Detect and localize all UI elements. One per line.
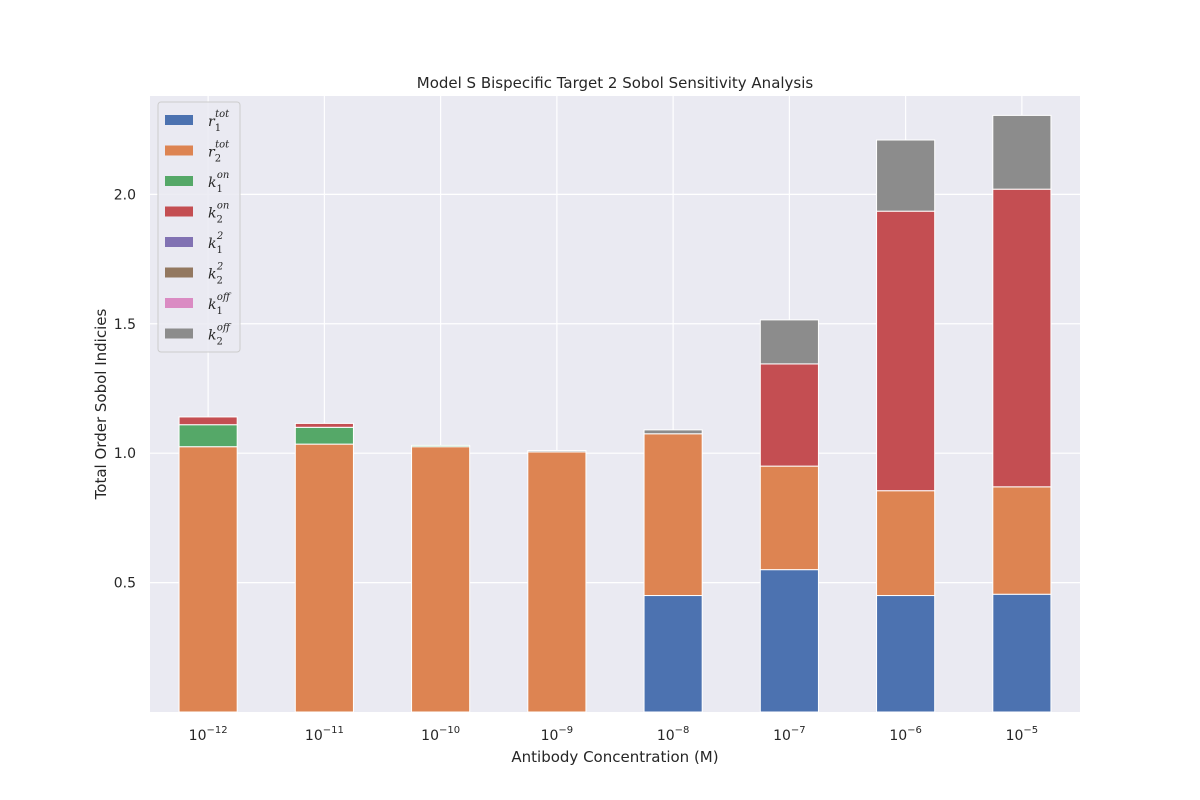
- legend-swatch-r1_tot: [165, 115, 193, 125]
- x-tick-label: 10−5: [1006, 725, 1039, 744]
- bar-k1_on-10^-10: [411, 444, 471, 448]
- bar-r2_tot-10^-10: [411, 446, 471, 713]
- bar-r1_tot-10^-8: [643, 595, 703, 713]
- bar-r1_tot-10^-6: [876, 595, 936, 713]
- legend-label-k2_off: k2off: [208, 323, 232, 348]
- bar-r1_tot-10^-7: [759, 569, 819, 713]
- x-tick-label: 10−12: [189, 725, 228, 744]
- bar-k2_off-10^-7: [759, 319, 819, 365]
- x-tick-label: 10−11: [305, 725, 344, 744]
- legend-label-r2_tot: r2tot: [208, 140, 230, 165]
- bar-r2_tot-10^-6: [876, 490, 936, 597]
- bar-k2_on-10^-7: [759, 363, 819, 467]
- bar-r2_tot-10^-11: [294, 443, 354, 713]
- chart-title: Model S Bispecific Target 2 Sobol Sensit…: [417, 74, 814, 92]
- legend-label-r1_tot: r1tot: [208, 109, 230, 134]
- bar-r2_tot-10^-7: [759, 465, 819, 571]
- x-tick-label: 10−10: [421, 725, 460, 744]
- x-tick-labels: 10−12 10−11 10−10 10−9 10−8 10−7 10−6 10−5: [189, 725, 1039, 744]
- bar-r2_tot-10^-8: [643, 433, 703, 597]
- bar-k2_off-10^-9: [527, 450, 587, 453]
- bar-k2_on-10^-12: [178, 416, 238, 426]
- legend: r1tot r2tot k1on k2on k12 k22 k1off k2off: [157, 101, 241, 353]
- legend-swatch-k1_2: [165, 237, 193, 247]
- y-tick-label: 0.5: [114, 576, 136, 592]
- y-tick-label: 2.0: [114, 187, 136, 203]
- legend-label-k1_on: k1on: [208, 170, 229, 195]
- bar-k2_off-10^-8: [643, 429, 703, 435]
- bar-k2_on-10^-6: [876, 210, 936, 492]
- bar-k1_on-10^-12: [178, 424, 238, 448]
- bar-r2_tot-10^-12: [178, 446, 238, 713]
- plot-area: [150, 96, 1080, 712]
- y-tick-labels: 0.5 1.0 1.5 2.0: [114, 187, 136, 591]
- legend-label-k2_2: k22: [208, 262, 223, 287]
- bar-r2_tot-10^-5: [992, 486, 1052, 595]
- legend-label-k1_2: k12: [208, 231, 223, 256]
- legend-label-k2_on: k2on: [208, 201, 229, 226]
- bar-k2_off-10^-6: [876, 139, 936, 212]
- bar-r2_tot-10^-9: [527, 451, 587, 713]
- y-tick-label: 1.0: [114, 446, 136, 462]
- legend-swatch-k2_2: [165, 267, 193, 278]
- bar-k1_on-10^-11: [294, 426, 354, 445]
- bars: [178, 114, 1052, 713]
- x-tick-label: 10−6: [889, 725, 922, 744]
- legend-swatch-k1_off: [165, 298, 193, 308]
- x-tick-label: 10−9: [541, 725, 574, 744]
- bar-k2_off-10^-5: [992, 114, 1052, 190]
- x-axis-title: Antibody Concentration (M): [511, 748, 718, 766]
- legend-swatch-r2_tot: [165, 145, 193, 156]
- legend-swatch-k2_off: [165, 328, 193, 339]
- y-tick-label: 1.5: [114, 317, 136, 333]
- legend-swatch-k2_on: [165, 206, 193, 217]
- legend-swatch-k1_on: [165, 176, 193, 186]
- y-axis-title: Total Order Sobol Indicies: [92, 309, 110, 501]
- bar-k2_on-10^-5: [992, 188, 1052, 488]
- x-tick-label: 10−7: [773, 725, 806, 744]
- x-tick-label: 10−8: [657, 725, 690, 744]
- legend-label-k1_off: k1off: [208, 292, 232, 317]
- bar-r1_tot-10^-5: [992, 593, 1052, 713]
- bar-k2_on-10^-11: [294, 422, 354, 428]
- legend-box: [157, 101, 241, 353]
